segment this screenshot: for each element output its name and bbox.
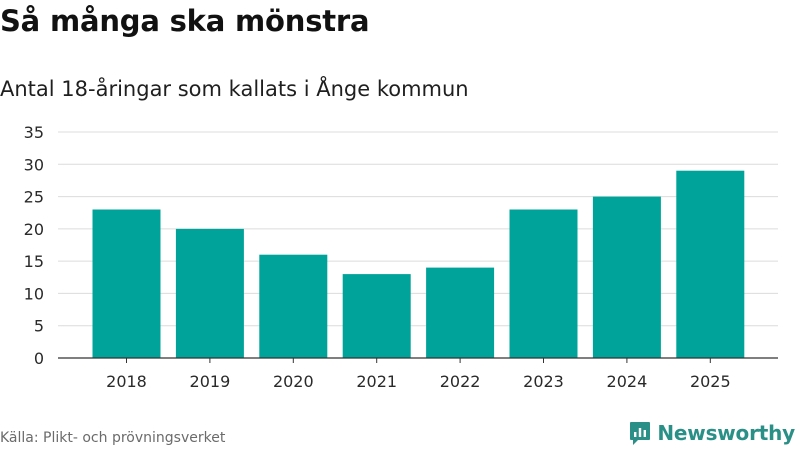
newsworthy-logo-icon (630, 422, 651, 445)
y-tick-label: 0 (34, 349, 44, 368)
x-tick-label: 2020 (273, 372, 314, 391)
bar-2025 (676, 170, 745, 358)
bar-2023 (509, 209, 578, 358)
brand-name: Newsworthy (657, 421, 795, 445)
bars (92, 170, 745, 358)
y-tick-label: 10 (24, 284, 44, 303)
y-tick-label: 15 (24, 252, 44, 271)
y-tick-label: 5 (34, 317, 44, 336)
bar-2024 (592, 196, 661, 358)
x-tick-label: 2019 (190, 372, 231, 391)
y-tick-label: 35 (24, 123, 44, 142)
y-tick-label: 20 (24, 220, 44, 239)
chart-subtitle: Antal 18-åringar som kallats i Ånge komm… (0, 77, 469, 101)
bar-2021 (342, 274, 411, 358)
bar-2019 (175, 228, 244, 358)
x-tick-label: 2025 (690, 372, 731, 391)
y-tick-label: 30 (24, 155, 44, 174)
x-axis-ticks: 2018 2019 2020 2021 2022 2023 2024 2025 (106, 358, 731, 391)
chart-title: Så många ska mönstra (0, 4, 370, 38)
bar-2022 (426, 267, 495, 358)
x-tick-label: 2021 (356, 372, 397, 391)
x-tick-label: 2022 (440, 372, 481, 391)
x-tick-label: 2024 (607, 372, 648, 391)
y-axis-ticks: 0 5 10 15 20 25 30 35 (24, 123, 44, 368)
source-note: Källa: Plikt- och prövningsverket (0, 430, 226, 446)
gridlines (58, 131, 778, 327)
x-tick-label: 2018 (106, 372, 147, 391)
y-tick-label: 25 (24, 188, 44, 207)
brand-logo: Newsworthy (629, 420, 795, 446)
x-tick-label: 2023 (523, 372, 564, 391)
bar-2018 (92, 209, 161, 358)
bar-2020 (259, 254, 328, 358)
